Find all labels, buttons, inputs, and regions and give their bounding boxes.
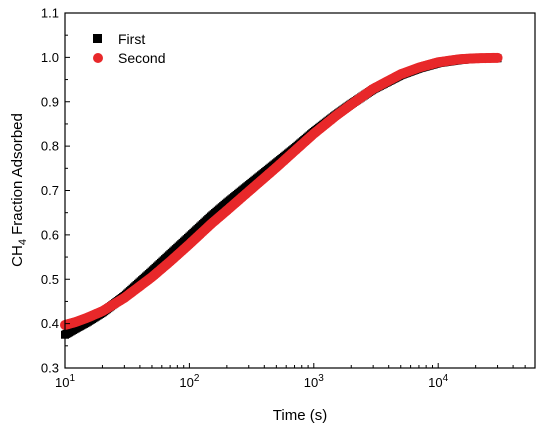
y-axis-title-rest: Fraction Adsorbed [9, 113, 26, 239]
x-axis-title: Time (s) [273, 407, 327, 424]
y-tick-label: 1.1 [41, 6, 59, 21]
legend-label-second: Second [118, 50, 165, 66]
y-axis-title-main: CH [9, 245, 26, 267]
x-axis: 101 102 103 104 [55, 363, 536, 390]
x-tick-label: 102 [179, 373, 199, 390]
y-tick-label: 0.9 [41, 94, 59, 109]
data-point-second [492, 52, 503, 63]
y-tick-label: 0.8 [41, 139, 59, 154]
y-axis-title: CH4 Fraction Adsorbed [9, 113, 29, 267]
legend-marker-first [93, 34, 102, 43]
legend-marker-second [93, 53, 103, 63]
y-tick-label: 0.4 [41, 316, 59, 331]
x-tick-label: 103 [304, 373, 324, 390]
x-tick-label: 104 [428, 373, 448, 390]
y-tick-label: 0.7 [41, 183, 59, 198]
data-points [60, 52, 503, 339]
legend: First Second [93, 31, 165, 66]
y-tick-label: 0.5 [41, 272, 59, 287]
y-tick-label: 1.0 [41, 50, 59, 65]
y-axis-title-subscript: 4 [17, 239, 29, 245]
y-tick-label: 0.6 [41, 227, 59, 242]
x-tick-label: 101 [55, 373, 75, 390]
y-tick-label: 0.3 [41, 361, 59, 376]
legend-label-first: First [118, 31, 145, 47]
plot-frame [64, 12, 536, 369]
y-axis: 0.3 0.4 0.5 0.6 0.7 0.8 0.9 1.0 1.1 [41, 6, 70, 376]
